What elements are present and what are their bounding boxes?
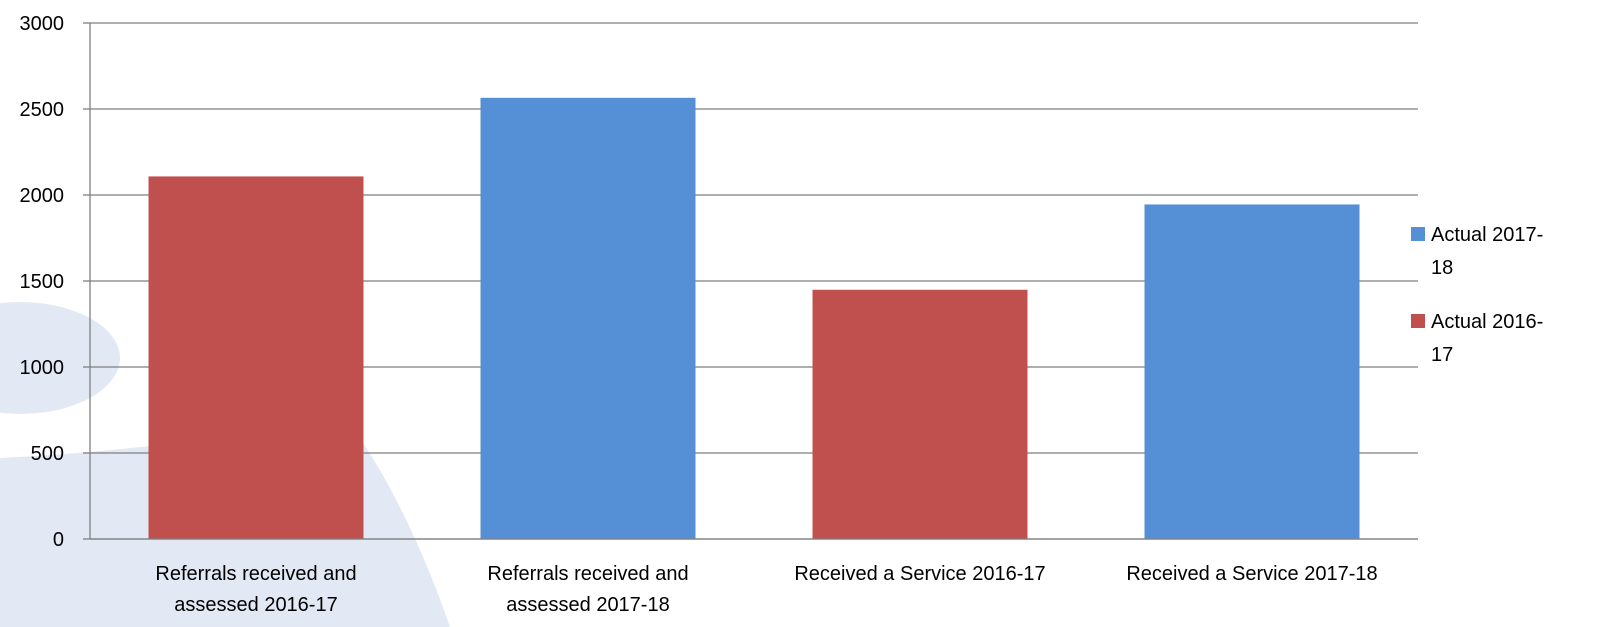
x-category-label: Referrals received and assessed 2016-17	[155, 563, 356, 616]
bar-1-2	[812, 289, 1028, 539]
y-tick-label: 1500	[20, 271, 65, 293]
y-tick-label: 500	[31, 443, 64, 465]
legend-label-line: Actual 2017-	[1431, 224, 1543, 246]
bar-0-1	[480, 97, 696, 539]
legend-swatch-0	[1411, 227, 1425, 241]
y-tick-label: 3000	[20, 13, 65, 35]
legend-swatch-1	[1411, 314, 1425, 328]
legend-label-1: Actual 2016- 17	[1431, 311, 1543, 366]
x-category-label-line: Referrals received and	[487, 563, 688, 585]
legend-label-line: Actual 2016-	[1431, 311, 1543, 333]
y-tick-label: 0	[53, 529, 64, 551]
y-tick-labels: 0 500 1000 1500 2000 2500 3000	[20, 13, 65, 551]
x-category-label-line: Referrals received and	[155, 563, 356, 585]
y-tick-label: 2500	[20, 99, 65, 121]
legend: Actual 2017- 18 Actual 2016- 17	[1411, 224, 1543, 366]
bars	[148, 97, 1360, 539]
x-category-label-line: Received a Service 2017-18	[1126, 563, 1377, 585]
bar-1-0	[148, 176, 364, 539]
x-category-label-line: Received a Service 2016-17	[794, 563, 1045, 585]
x-category-label: Received a Service 2016-17	[794, 563, 1045, 585]
y-tick-label: 1000	[20, 357, 65, 379]
x-category-label-line: assessed 2017-18	[506, 594, 669, 616]
x-category-label-line: assessed 2016-17	[174, 594, 337, 616]
legend-label-line: 17	[1431, 344, 1453, 366]
axes	[83, 22, 1418, 540]
y-tick-label: 2000	[20, 185, 65, 207]
x-category-label: Referrals received and assessed 2017-18	[487, 563, 688, 616]
legend-label-0: Actual 2017- 18	[1431, 224, 1543, 279]
x-category-label: Received a Service 2017-18	[1126, 563, 1377, 585]
x-category-labels: Referrals received and assessed 2016-17Re…	[155, 563, 1377, 616]
bar-0-3	[1144, 204, 1360, 539]
legend-label-line: 18	[1431, 257, 1453, 279]
